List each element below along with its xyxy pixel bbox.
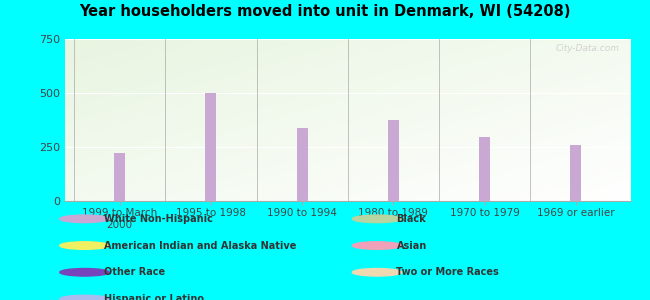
Text: Two or More Races: Two or More Races bbox=[396, 267, 499, 277]
Text: Black: Black bbox=[396, 214, 426, 224]
Bar bbox=[388, 120, 399, 201]
Bar bbox=[479, 137, 490, 201]
Circle shape bbox=[60, 242, 109, 249]
Bar bbox=[114, 154, 125, 201]
Circle shape bbox=[60, 215, 109, 223]
Text: City-Data.com: City-Data.com bbox=[555, 44, 619, 53]
Text: White Non-Hispanic: White Non-Hispanic bbox=[104, 214, 213, 224]
Bar bbox=[570, 145, 581, 201]
Bar bbox=[296, 128, 307, 201]
Circle shape bbox=[60, 268, 109, 276]
Circle shape bbox=[352, 215, 402, 223]
Text: Asian: Asian bbox=[396, 241, 427, 250]
Text: American Indian and Alaska Native: American Indian and Alaska Native bbox=[104, 241, 296, 250]
Circle shape bbox=[60, 295, 109, 300]
Circle shape bbox=[352, 268, 402, 276]
Circle shape bbox=[352, 242, 402, 249]
Text: Other Race: Other Race bbox=[104, 267, 165, 277]
Text: Hispanic or Latino: Hispanic or Latino bbox=[104, 294, 204, 300]
Text: Year householders moved into unit in Denmark, WI (54208): Year householders moved into unit in Den… bbox=[79, 4, 571, 20]
Bar bbox=[205, 93, 216, 201]
